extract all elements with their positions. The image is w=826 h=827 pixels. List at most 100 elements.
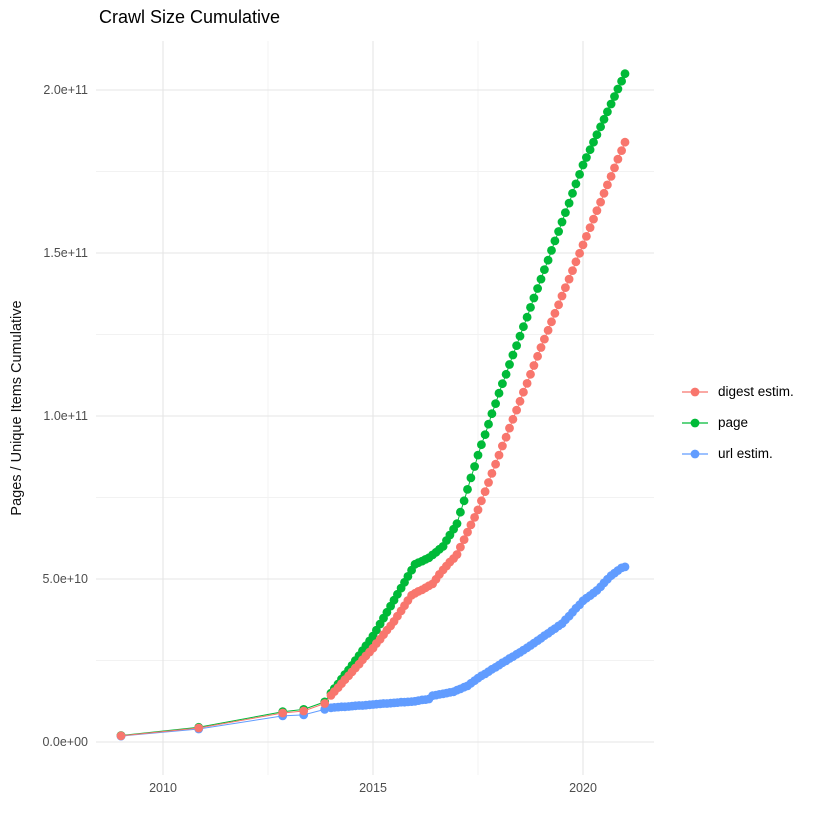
data-point-page bbox=[466, 473, 476, 483]
legend-key-icon bbox=[682, 418, 708, 427]
legend-label: url estim. bbox=[718, 446, 773, 461]
data-point-page bbox=[484, 419, 493, 429]
y-tick-label: 0.0e+00 bbox=[42, 734, 88, 749]
legend-label: page bbox=[718, 415, 749, 430]
y-axis-title: Pages / Unique Items Cumulative bbox=[9, 300, 25, 516]
data-point-digest-estim- bbox=[561, 283, 570, 292]
y-tick-label: 5.0e+10 bbox=[42, 571, 88, 586]
data-point-digest-estim- bbox=[606, 172, 616, 181]
data-point-digest-estim- bbox=[571, 257, 581, 267]
data-point-digest-estim- bbox=[603, 180, 612, 190]
data-point-url-estim- bbox=[620, 562, 630, 572]
data-point-page bbox=[522, 312, 532, 322]
data-point-page bbox=[599, 114, 609, 124]
data-point-digest-estim- bbox=[515, 396, 525, 406]
data-point-digest-estim- bbox=[543, 325, 553, 335]
data-point-digest-estim- bbox=[568, 266, 577, 275]
data-point-digest-estim- bbox=[477, 496, 486, 506]
data-point-digest-estim- bbox=[278, 708, 288, 718]
data-point-page bbox=[582, 153, 591, 162]
data-point-digest-estim- bbox=[589, 214, 598, 224]
data-point-digest-estim- bbox=[522, 379, 532, 388]
data-point-digest-estim- bbox=[540, 334, 549, 344]
data-point-digest-estim- bbox=[578, 240, 588, 250]
data-point-page bbox=[470, 462, 479, 471]
data-point-digest-estim- bbox=[519, 387, 528, 397]
data-point-digest-estim- bbox=[505, 423, 514, 433]
legend-item-url: url estim. bbox=[681, 438, 794, 469]
data-point-digest-estim- bbox=[536, 343, 546, 352]
data-point-page bbox=[564, 198, 574, 208]
data-point-digest-estim- bbox=[466, 520, 476, 530]
data-point-digest-estim- bbox=[456, 542, 465, 552]
data-point-page bbox=[575, 170, 584, 179]
data-point-page bbox=[487, 409, 497, 419]
data-point-digest-estim- bbox=[564, 274, 574, 284]
data-point-digest-estim- bbox=[501, 432, 511, 442]
y-tick-label: 1.5e+11 bbox=[43, 245, 88, 260]
y-tick-label: 2.0e+11 bbox=[43, 82, 88, 97]
data-point-page bbox=[578, 160, 588, 170]
data-point-page bbox=[494, 388, 504, 398]
data-point-digest-estim- bbox=[473, 505, 483, 515]
data-point-page bbox=[540, 265, 549, 274]
data-point-page bbox=[456, 507, 465, 517]
data-point-page bbox=[501, 369, 511, 379]
data-point-page bbox=[508, 350, 518, 360]
data-point-digest-estim- bbox=[529, 361, 539, 370]
data-point-page bbox=[480, 430, 490, 439]
data-point-page bbox=[589, 137, 598, 147]
data-point-page bbox=[543, 255, 553, 265]
data-point-digest-estim- bbox=[494, 450, 504, 460]
data-point-digest-estim- bbox=[557, 291, 567, 301]
data-point-digest-estim- bbox=[592, 206, 602, 216]
data-point-page bbox=[452, 519, 462, 528]
data-point-digest-estim- bbox=[617, 146, 626, 156]
data-point-digest-estim- bbox=[484, 478, 493, 487]
data-point-page bbox=[596, 122, 605, 132]
chart-title: Crawl Size Cumulative bbox=[99, 7, 281, 27]
legend-item-digest: digest estim. bbox=[681, 376, 794, 407]
data-point-page bbox=[536, 274, 546, 284]
data-point-page bbox=[526, 303, 535, 312]
data-point-digest-estim- bbox=[547, 317, 556, 327]
legend-key-icon bbox=[682, 387, 708, 396]
data-point-digest-estim- bbox=[533, 351, 542, 361]
x-tick-label: 2020 bbox=[569, 781, 597, 795]
data-point-page bbox=[592, 130, 602, 140]
data-point-digest-estim- bbox=[620, 137, 630, 147]
data-point-page bbox=[568, 188, 577, 198]
data-point-page bbox=[610, 92, 619, 101]
data-point-digest-estim- bbox=[463, 527, 472, 537]
x-tick-label: 2010 bbox=[149, 781, 177, 795]
data-point-page bbox=[519, 322, 528, 332]
data-point-page bbox=[557, 217, 567, 227]
data-point-page bbox=[571, 179, 581, 189]
data-point-page bbox=[603, 107, 612, 117]
data-point-digest-estim- bbox=[526, 369, 535, 379]
data-point-digest-estim- bbox=[116, 731, 126, 741]
data-point-page bbox=[550, 236, 560, 246]
legend-item-page: page bbox=[681, 407, 794, 438]
data-point-page bbox=[613, 84, 623, 94]
legend: digest estim. page url estim. bbox=[681, 376, 794, 469]
data-point-digest-estim- bbox=[582, 232, 591, 241]
data-point-digest-estim- bbox=[320, 699, 330, 708]
data-point-digest-estim- bbox=[550, 308, 560, 318]
data-point-page bbox=[477, 440, 486, 450]
data-point-page bbox=[606, 99, 616, 109]
data-point-digest-estim- bbox=[470, 513, 479, 522]
legend-label: digest estim. bbox=[718, 384, 794, 399]
data-point-digest-estim- bbox=[585, 223, 595, 233]
data-point-page bbox=[512, 341, 521, 350]
data-point-digest-estim- bbox=[459, 535, 469, 544]
data-point-digest-estim- bbox=[487, 469, 497, 478]
data-point-page bbox=[498, 379, 507, 389]
y-tick-label: 1.0e+11 bbox=[43, 408, 88, 423]
data-point-digest-estim- bbox=[610, 163, 619, 173]
data-point-page bbox=[561, 208, 570, 218]
data-point-digest-estim- bbox=[452, 550, 462, 559]
data-point-digest-estim- bbox=[480, 487, 490, 496]
